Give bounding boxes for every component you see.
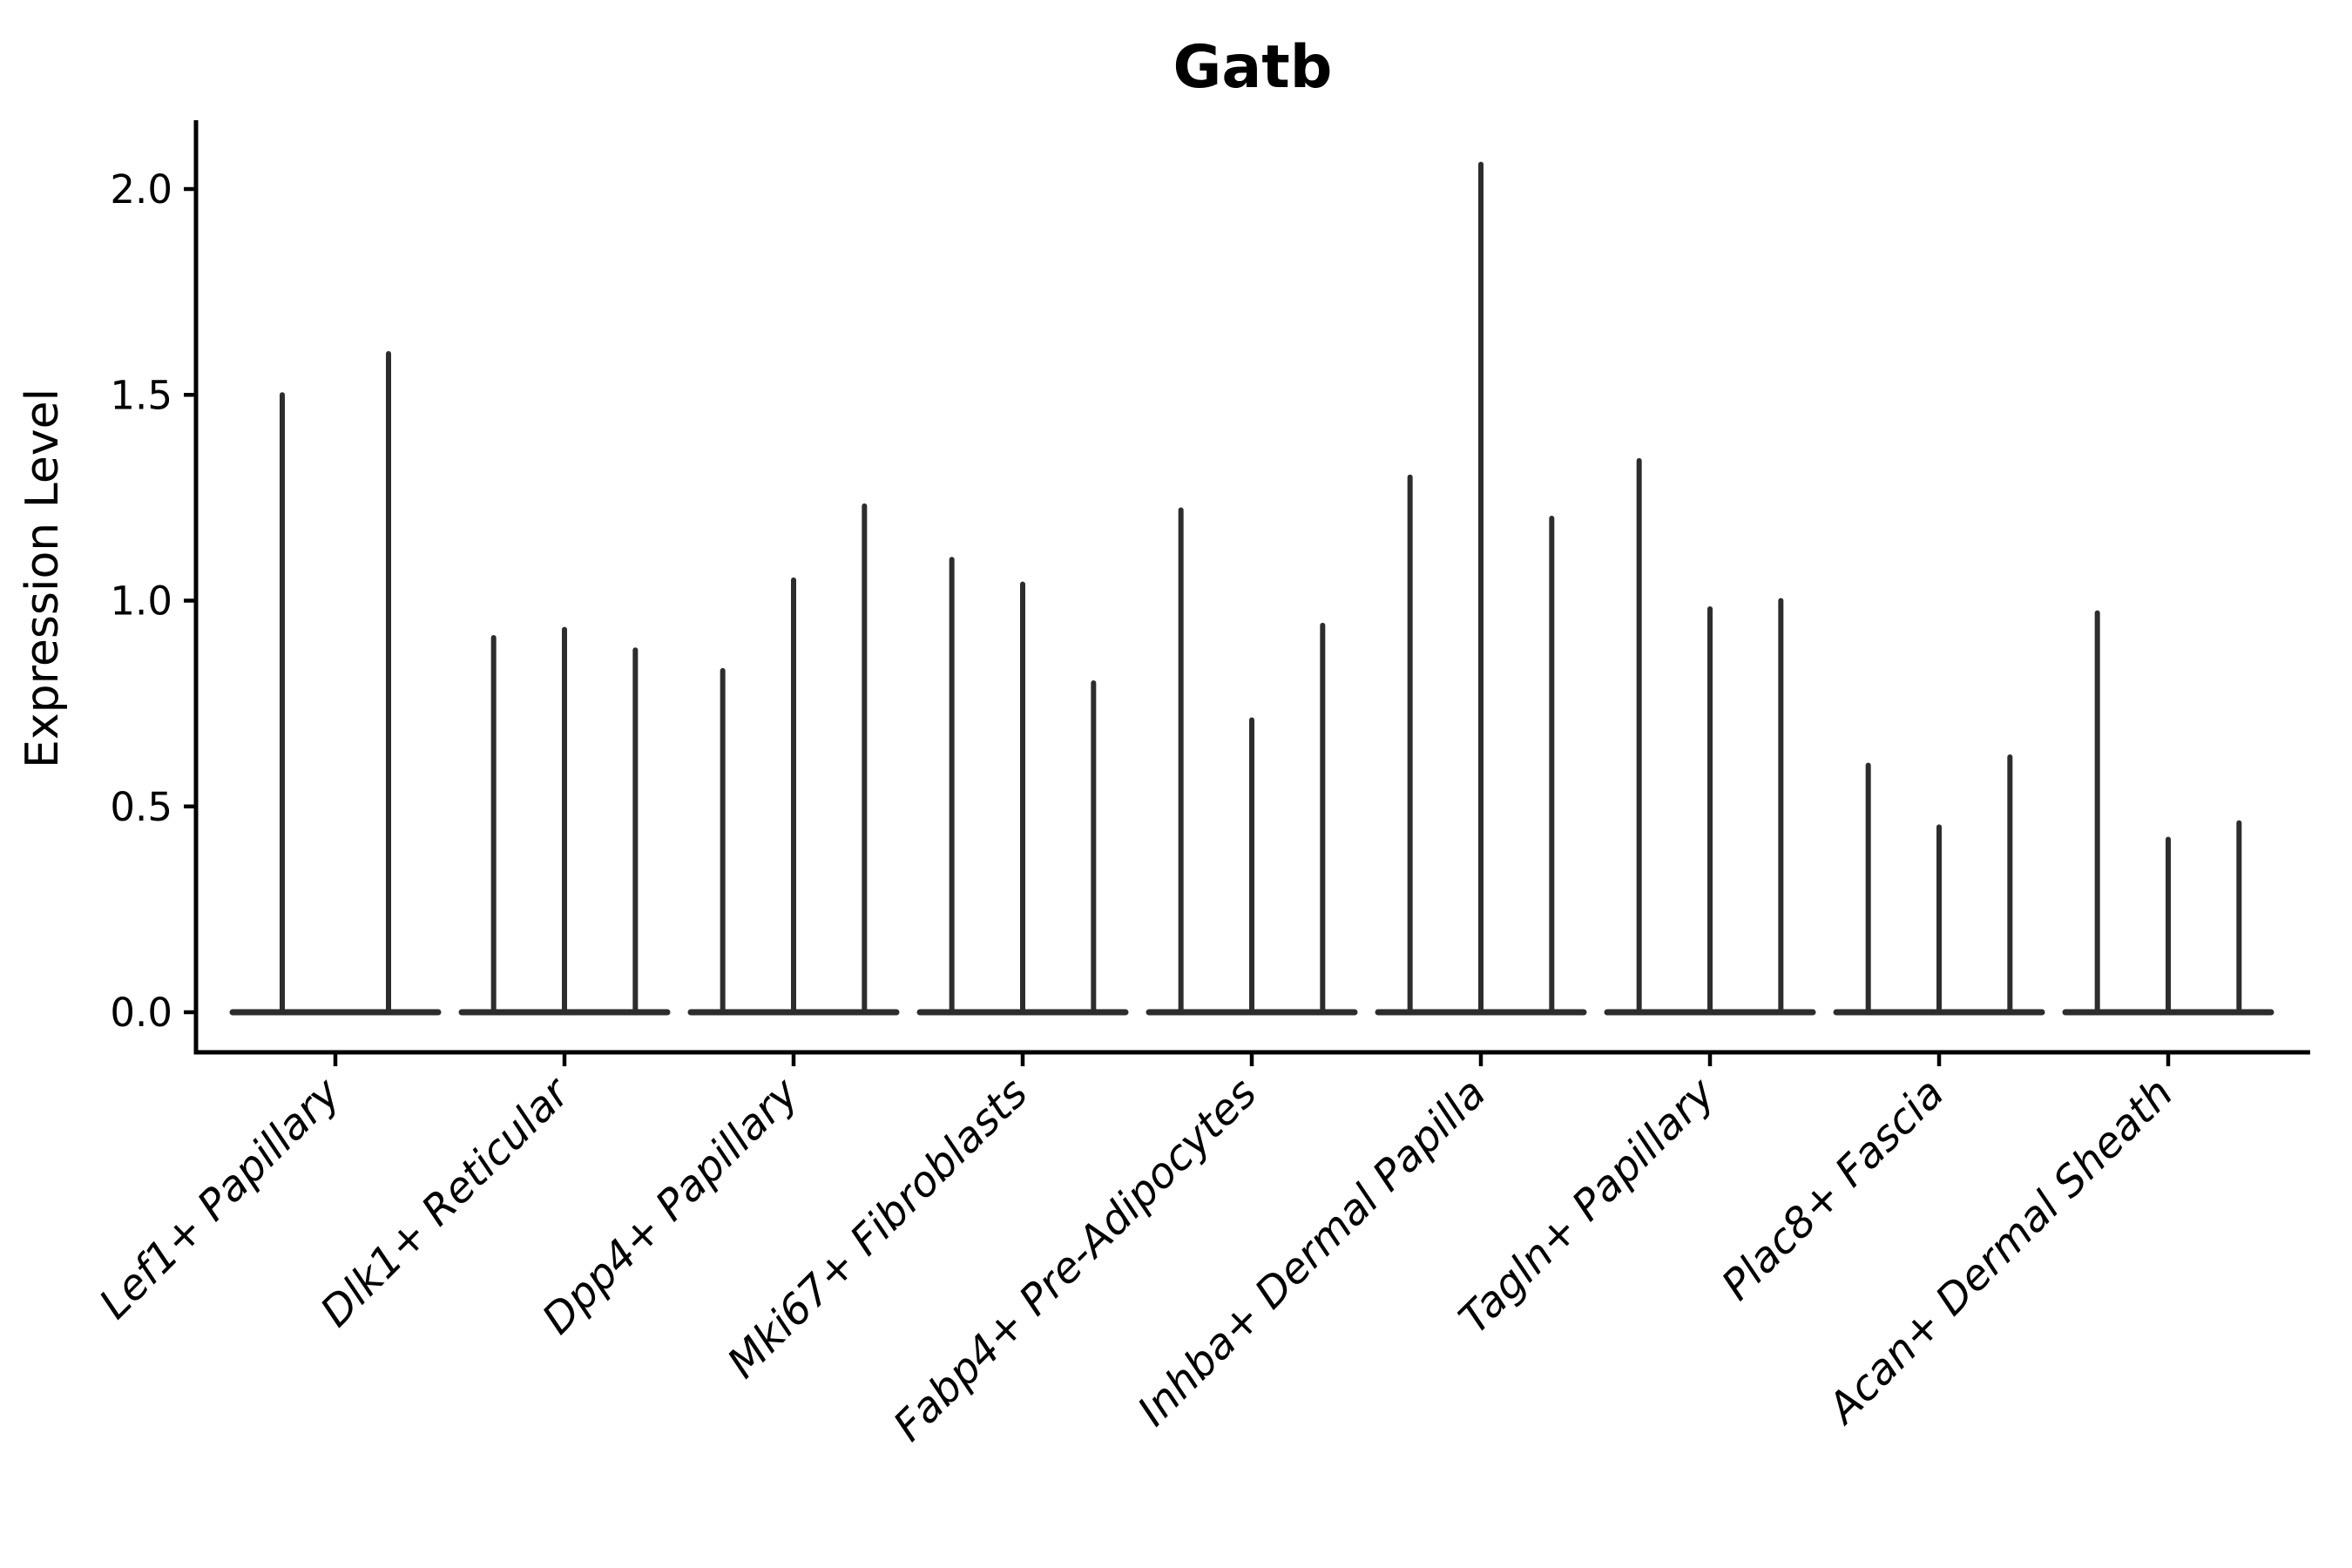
y-tick-label: 1.0 [110, 578, 172, 625]
y-tick-label: 1.5 [110, 372, 172, 418]
violin-group [229, 351, 442, 1016]
x-axis-ticks [333, 1052, 2171, 1066]
chart-title: Gatb [1173, 33, 1333, 102]
violin-group [1833, 754, 2045, 1016]
violins-layer [229, 161, 2274, 1016]
axis-spine [193, 120, 2310, 1055]
violin-group [916, 557, 1129, 1016]
y-tick-label: 2.0 [110, 166, 172, 213]
y-tick-label: 0.5 [110, 784, 172, 830]
y-tick-label: 0.0 [110, 990, 172, 1036]
violin-group [687, 503, 900, 1016]
violin-group [2062, 610, 2274, 1016]
violin-group [1604, 457, 1816, 1016]
y-axis-ticks: 0.0 0.5 1.0 1.5 2.0 [110, 166, 196, 1036]
violin-group [1146, 507, 1358, 1016]
violin-group [1375, 161, 1587, 1016]
axis-spines [193, 120, 2310, 1055]
y-axis-label: Expression Level [17, 389, 69, 768]
violin-group [458, 626, 671, 1016]
